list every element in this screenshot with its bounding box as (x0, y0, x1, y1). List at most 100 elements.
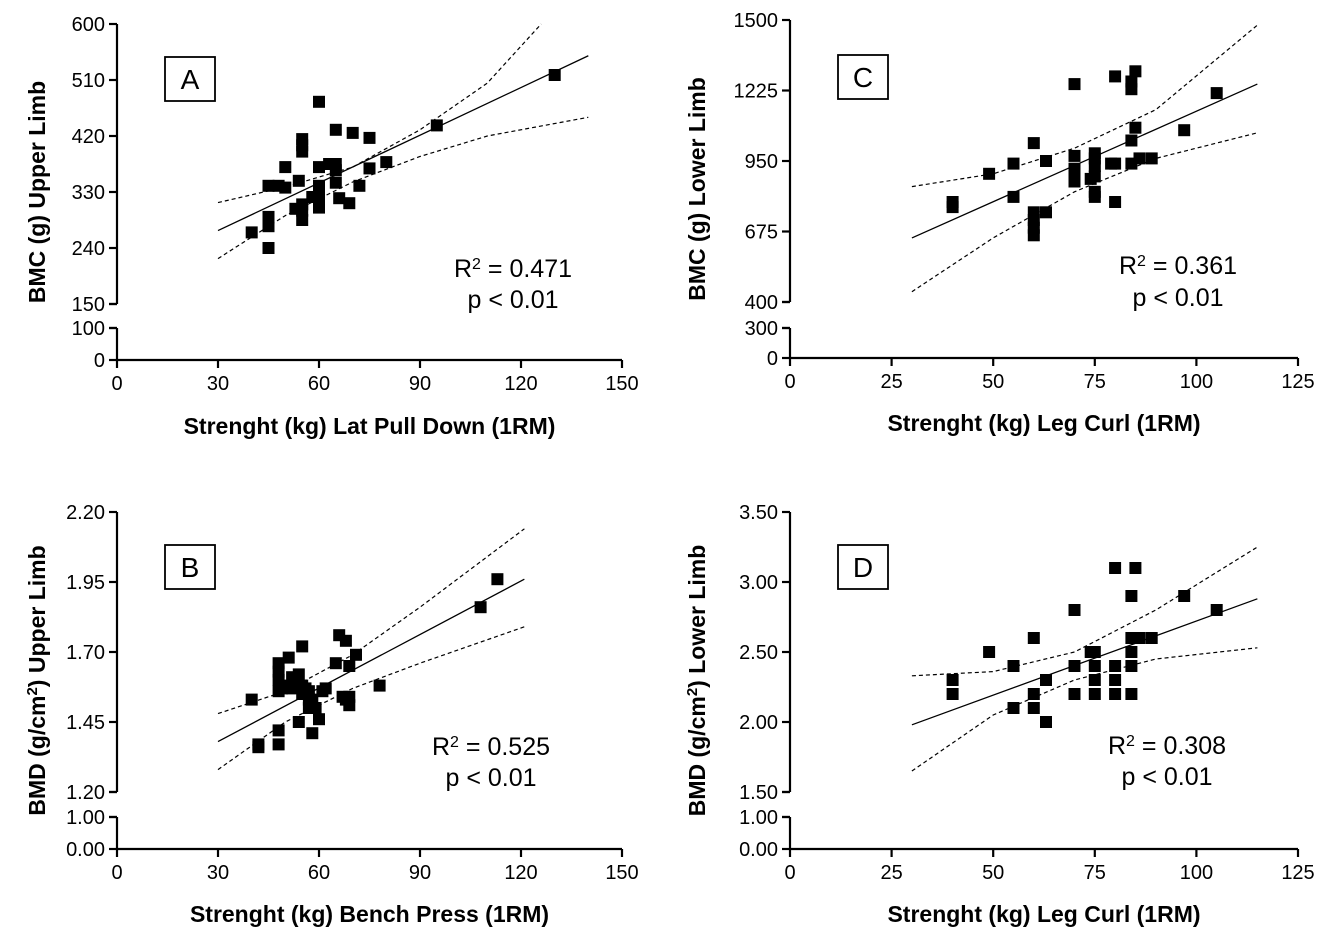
data-point (1068, 78, 1081, 91)
y-tick-label: 1500 (734, 10, 779, 32)
x-tick-label: 25 (880, 371, 902, 393)
data-point (1068, 162, 1081, 175)
x-tick-label: 90 (409, 862, 431, 884)
y-tick-label: 1.00 (739, 807, 778, 829)
regression-line (911, 598, 1258, 726)
data-point (296, 133, 309, 146)
data-point (1109, 70, 1122, 83)
y-tick-label: 400 (745, 292, 778, 314)
confidence-band-lower (911, 132, 1258, 293)
x-tick-label: 100 (1180, 371, 1213, 393)
x-tick-label: 150 (605, 862, 638, 884)
x-tick-label: 90 (409, 373, 431, 395)
data-point (1068, 604, 1081, 616)
x-axis-title: Strenght (kg) Lat Pull Down (1RM) (184, 413, 556, 439)
x-tick-label: 75 (1084, 371, 1106, 393)
data-point (272, 657, 285, 670)
data-point (430, 119, 443, 132)
panel-label-box (837, 54, 889, 100)
x-axis-title: Strenght (kg) Bench Press (1RM) (190, 901, 549, 927)
data-point (333, 192, 346, 205)
panel-label: D (853, 552, 873, 583)
data-point (282, 651, 295, 664)
confidence-band-lower (911, 647, 1258, 772)
data-point (363, 162, 376, 175)
y-axis-title: BMC (g) Upper Limb (24, 81, 50, 303)
y-tick-label: 240 (72, 238, 105, 260)
y-tick-label: 330 (72, 182, 105, 204)
x-tick-label: 100 (1180, 862, 1213, 884)
confidence-band-lower (217, 626, 525, 771)
x-tick-label: 125 (1281, 371, 1314, 393)
data-point (1210, 87, 1223, 100)
data-point (313, 713, 325, 726)
data-point (946, 674, 959, 686)
data-point (491, 573, 504, 586)
data-point (313, 179, 325, 192)
data-point (1027, 688, 1040, 700)
panel-d: 0 25 50 75 100 125 1.50 2.00 2.50 3.00 3.50 0.00 1.0… (684, 502, 1315, 927)
data-point (329, 158, 342, 170)
data-point (1027, 702, 1040, 714)
y-tick-label: 3.50 (739, 502, 778, 524)
confidence-band-upper (217, 23, 542, 204)
data-point (1109, 157, 1122, 170)
data-point (245, 226, 258, 239)
data-point (1068, 149, 1081, 162)
data-point (363, 131, 376, 144)
y-tick-label: 300 (745, 318, 778, 340)
y-tick-label: 100 (72, 318, 105, 340)
panel-label-box (164, 544, 216, 590)
data-point (1125, 75, 1138, 88)
y-tick-label: 1.50 (739, 782, 778, 804)
data-point (1125, 660, 1138, 672)
data-point (262, 210, 275, 223)
x-axis-title: Strenght (kg) Leg Curl (1RM) (887, 410, 1200, 436)
y-tick-label: 510 (72, 70, 105, 92)
data-point (272, 738, 285, 751)
data-point (262, 179, 275, 192)
data-point (313, 95, 325, 108)
data-point (983, 167, 996, 180)
data-point (1125, 646, 1138, 658)
y-tick-label: 3.00 (739, 572, 778, 594)
data-point (329, 657, 342, 670)
data-point (346, 126, 359, 139)
r-squared-label: R2 = 0.525 (432, 733, 550, 761)
p-value-label: p < 0.01 (1121, 763, 1212, 791)
y-tick-label: 1225 (734, 81, 779, 103)
data-point (1109, 688, 1122, 700)
data-point (1088, 185, 1101, 198)
regression-line (217, 55, 589, 232)
data-point (1133, 632, 1146, 644)
r-squared-label: R2 = 0.308 (1108, 732, 1226, 760)
panel-c: 0 25 50 75 100 125 400 675 950 1225 1500 0 300 Streng… (684, 10, 1315, 436)
data-point (1088, 646, 1101, 658)
data-point (983, 646, 996, 658)
panel-label-box (837, 544, 889, 590)
data-point (380, 156, 393, 169)
data-point (245, 693, 258, 706)
data-point (946, 688, 959, 700)
data-point (1125, 590, 1138, 602)
data-point (1007, 190, 1020, 203)
data-point (1109, 674, 1122, 686)
data-point (1109, 562, 1122, 574)
data-point (1129, 121, 1142, 134)
y-tick-label: 0.00 (66, 839, 105, 861)
data-point (262, 220, 275, 233)
data-point (309, 702, 322, 714)
x-tick-label: 50 (982, 371, 1004, 393)
data-point (279, 161, 292, 174)
y-tick-label: 2.00 (739, 712, 778, 734)
data-point (329, 123, 342, 136)
data-point (1027, 632, 1040, 644)
y-tick-label: 950 (745, 151, 778, 173)
y-tick-label: 2.50 (739, 642, 778, 664)
y-tick-label: 675 (745, 222, 778, 244)
data-point (1133, 152, 1146, 165)
data-point (1088, 660, 1101, 672)
data-point (1125, 688, 1138, 700)
regression-line (911, 83, 1258, 239)
confidence-band-upper (911, 24, 1258, 188)
